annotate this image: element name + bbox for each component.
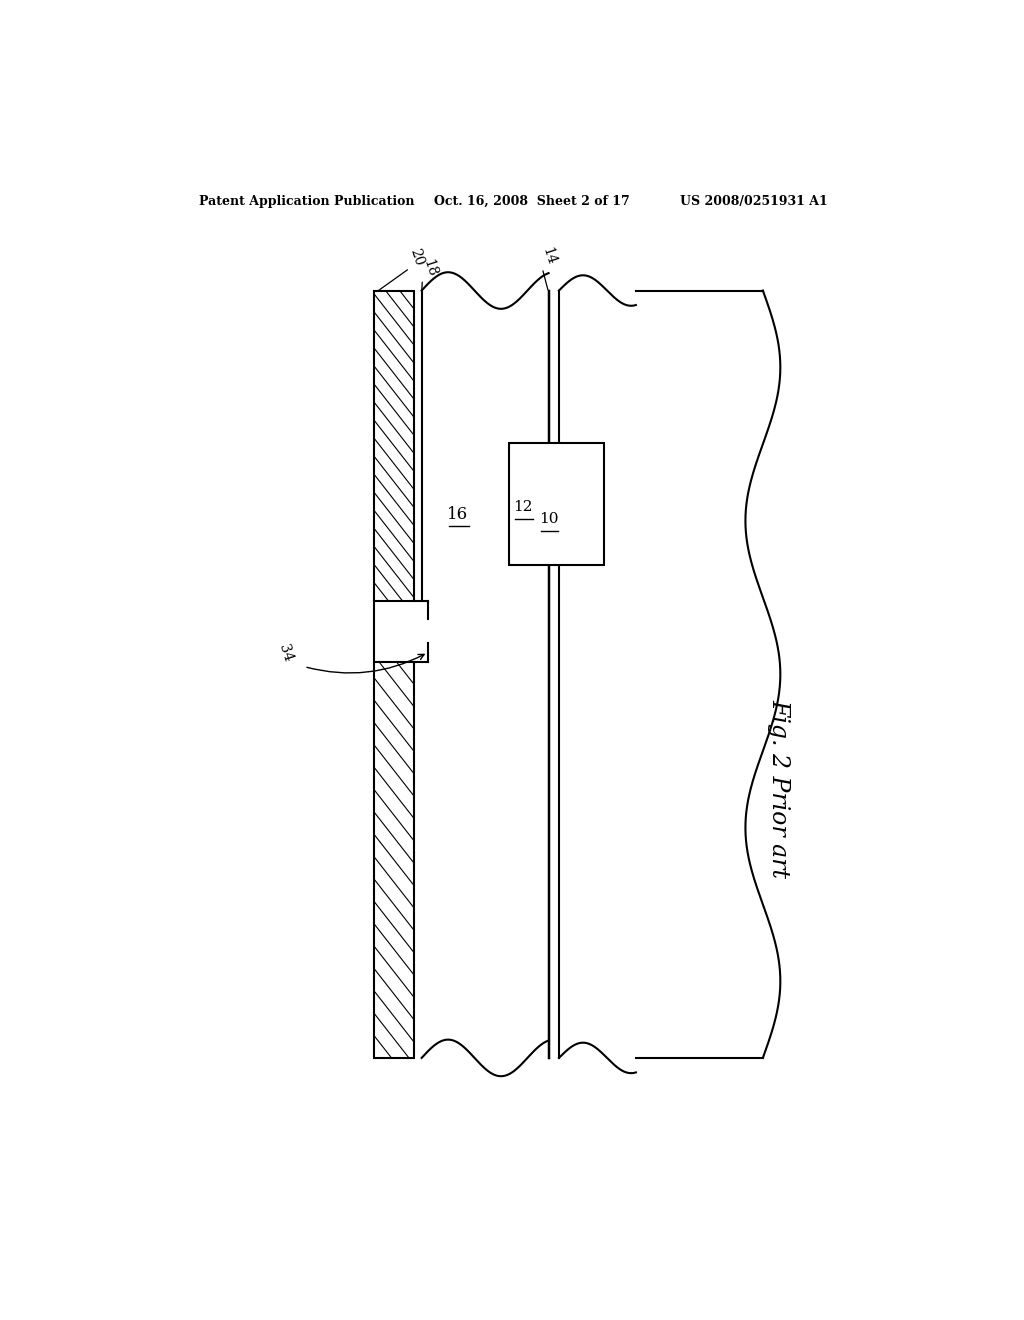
Text: 16: 16 <box>446 506 468 523</box>
Text: Patent Application Publication: Patent Application Publication <box>200 194 415 207</box>
Bar <box>374 290 414 601</box>
Text: 20: 20 <box>408 247 426 267</box>
Bar <box>509 444 604 565</box>
Text: 34: 34 <box>275 643 295 664</box>
Text: 10: 10 <box>539 512 558 527</box>
Bar <box>374 661 414 1057</box>
Text: US 2008/0251931 A1: US 2008/0251931 A1 <box>680 194 827 207</box>
Text: Oct. 16, 2008  Sheet 2 of 17: Oct. 16, 2008 Sheet 2 of 17 <box>433 194 630 207</box>
Text: 18: 18 <box>420 257 439 279</box>
Text: 14: 14 <box>540 246 559 267</box>
Text: Fig. 2 Prior art: Fig. 2 Prior art <box>767 700 791 878</box>
Text: 12: 12 <box>513 500 532 513</box>
